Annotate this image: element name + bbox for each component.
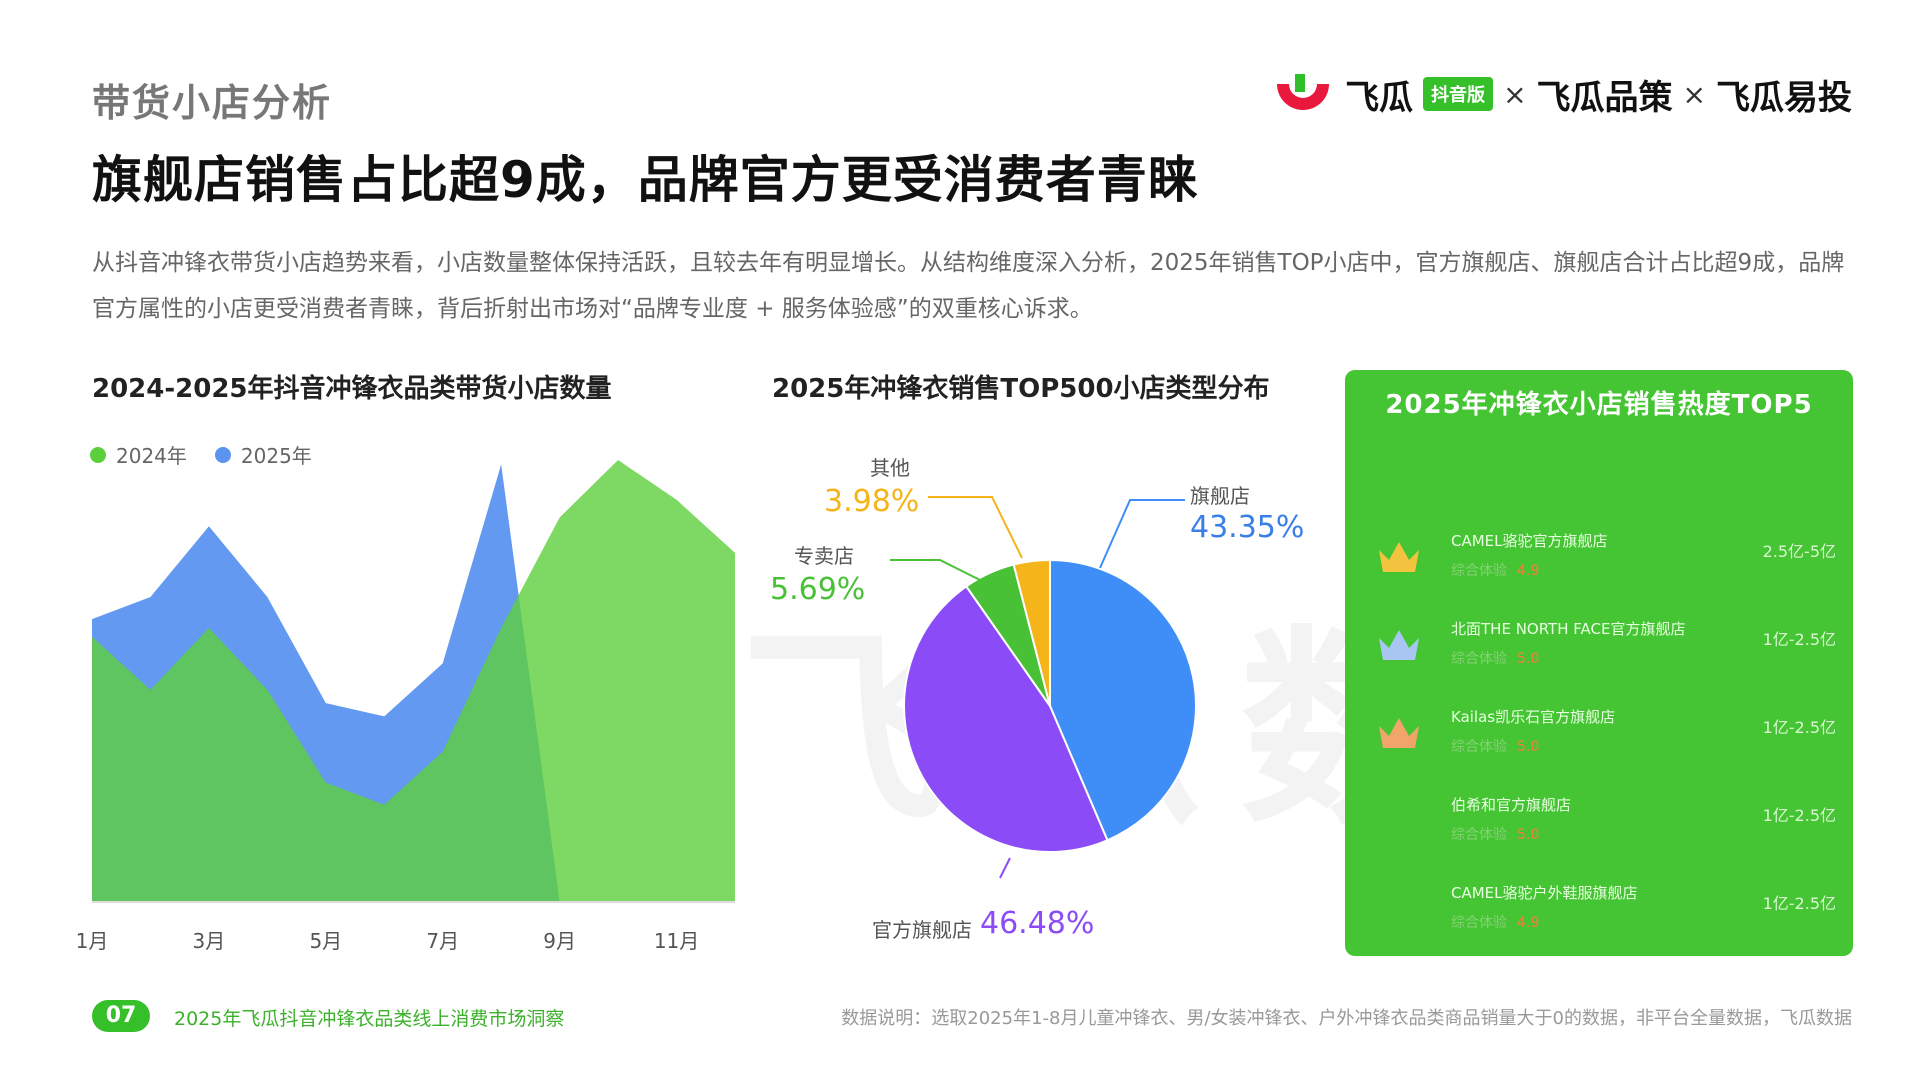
pie-slice [1012, 558, 1051, 707]
pie-leader-line [999, 857, 1011, 879]
x-tick-label: 7月 [426, 929, 459, 953]
sales-range: 2.5亿-5亿 [1762, 542, 1836, 561]
rating-label: 综合体验 [1451, 827, 1507, 843]
legend-label: 2025年 [240, 444, 312, 468]
pie-value-official: 46.48% [980, 906, 1095, 941]
crown-icon [1379, 718, 1419, 748]
store-rating: 综合体验 5.0 [1451, 736, 1539, 756]
data-note: 数据说明：选取2025年1-8月儿童冲锋衣、男/女装冲锋衣、户外冲锋衣品类商品销… [841, 1008, 1852, 1029]
pie-chart [890, 496, 1197, 879]
store-name: Kailas凯乐石官方旗舰店 [1451, 708, 1616, 726]
sales-range: 1亿-2.5亿 [1762, 806, 1836, 825]
legend-label: 2024年 [116, 444, 187, 468]
top5-item: 伯希和官方旗舰店 综合体验 5.0 1亿-2.5亿 [1376, 794, 1836, 864]
store-name: CAMEL骆驼户外鞋服旗舰店 [1451, 884, 1638, 902]
legend-dot [90, 446, 106, 463]
pie-leader-line [890, 559, 985, 583]
sales-range: 1亿-2.5亿 [1762, 630, 1836, 649]
feigua-logo-icon [1277, 74, 1330, 110]
times-sign: × [1503, 77, 1527, 111]
top5-item: CAMEL骆驼户外鞋服旗舰店 综合体验 4.9 1亿-2.5亿 [1376, 882, 1836, 952]
pie-leader-line [928, 496, 1023, 559]
rating-label: 综合体验 [1451, 915, 1507, 931]
rating-label: 综合体验 [1451, 563, 1507, 579]
page-number-badge: 07 [92, 1000, 150, 1032]
pie-label-flagship: 旗舰店 [1190, 484, 1250, 508]
rating-score: 5.0 [1517, 651, 1540, 667]
rating-score: 4.9 [1517, 915, 1540, 931]
series-2024-area [92, 460, 735, 902]
brand-yitou: 飞瓜易投 [1716, 77, 1852, 118]
description-paragraph: 从抖音冲锋衣带货小店趋势来看，小店数量整体保持活跃，且较去年有明显增长。从结构维… [92, 250, 1845, 322]
crown-icon [1379, 630, 1419, 660]
x-tick-label: 9月 [543, 929, 576, 953]
store-rating: 综合体验 5.0 [1451, 824, 1539, 844]
rating-score: 5.0 [1517, 739, 1540, 755]
brand-feigua: 飞瓜 [1345, 77, 1414, 118]
rating-label: 综合体验 [1451, 739, 1507, 755]
rating-score: 4.9 [1517, 563, 1540, 579]
top5-item: CAMEL骆驼官方旗舰店 综合体验 4.9 2.5亿-5亿 [1376, 530, 1836, 600]
area-chart: 1月 3月 5月 7月 9月 11月 [76, 460, 735, 953]
pie-slice [903, 584, 1109, 853]
x-tick-label: 5月 [309, 929, 342, 953]
crown-icon [1379, 542, 1419, 572]
store-rating: 综合体验 5.0 [1451, 648, 1539, 668]
pie-chart-title: 2025年冲锋衣销售TOP500小店类型分布 [772, 374, 1270, 404]
page-headline: 旗舰店销售占比超9成，品牌官方更受消费者青睐 [92, 151, 1199, 209]
store-name: CAMEL骆驼官方旗舰店 [1451, 532, 1608, 550]
pie-label-specialty: 专卖店 [794, 544, 854, 568]
top5-panel [1345, 370, 1853, 956]
pie-value-specialty: 5.69% [770, 572, 866, 607]
legend-item-2024: 2024年 [90, 440, 187, 469]
douyin-version-badge: 抖音版 [1423, 77, 1494, 111]
x-tick-label: 1月 [76, 929, 109, 953]
legend-item-2025: 2025年 [214, 440, 312, 469]
legend-dot [214, 446, 231, 463]
top5-title: 2025年冲锋衣小店销售热度TOP5 [1385, 390, 1813, 420]
rating-label: 综合体验 [1451, 651, 1507, 667]
report-title: 2025年飞瓜抖音冲锋衣品类线上消费市场洞察 [174, 1008, 565, 1030]
store-rating: 综合体验 4.9 [1451, 560, 1539, 580]
rating-score: 5.0 [1517, 827, 1540, 843]
brand-pince: 飞瓜品策 [1536, 77, 1673, 118]
store-rating: 综合体验 4.9 [1451, 912, 1539, 932]
pie-label-official: 官方旗舰店 [872, 918, 972, 942]
section-title: 带货小店分析 [92, 81, 333, 125]
sales-range: 1亿-2.5亿 [1762, 718, 1836, 737]
pie-slice [1049, 558, 1197, 842]
sales-range: 1亿-2.5亿 [1762, 894, 1836, 913]
top5-item: 北面THE NORTH FACE官方旗舰店 综合体验 5.0 1亿-2.5亿 [1376, 618, 1836, 688]
store-name: 北面THE NORTH FACE官方旗舰店 [1451, 620, 1686, 638]
area-chart-title: 2024-2025年抖音冲锋衣品类带货小店数量 [92, 374, 612, 404]
times-sign: × [1682, 77, 1706, 111]
pie-value-flagship: 43.35% [1190, 510, 1305, 545]
pie-label-other: 其他 [870, 456, 910, 480]
x-tick-label: 11月 [654, 929, 699, 953]
pie-leader-line [1099, 499, 1185, 569]
area-chart-legend: 2024年 2025年 [90, 440, 312, 469]
x-tick-label: 3月 [193, 929, 226, 953]
brand-logo-row: 飞瓜 抖音版 × 飞瓜品策 × 飞瓜易投 [1271, 66, 1852, 122]
pie-value-other: 3.98% [824, 484, 920, 519]
top5-item: Kailas凯乐石官方旗舰店 综合体验 5.0 1亿-2.5亿 [1376, 706, 1836, 776]
store-name: 伯希和官方旗舰店 [1451, 796, 1572, 814]
